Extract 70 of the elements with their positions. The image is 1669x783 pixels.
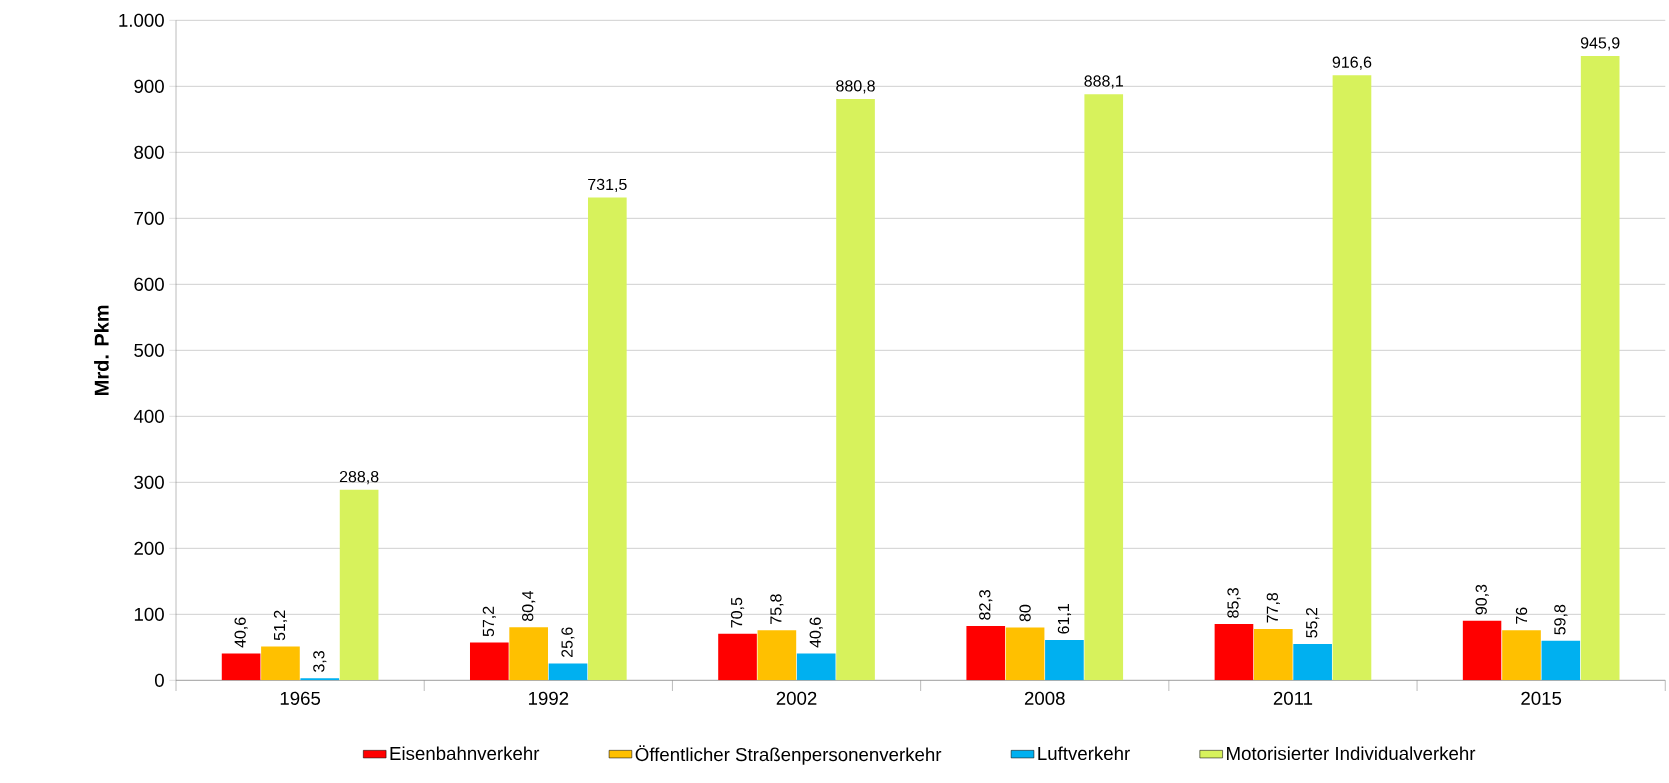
bar bbox=[757, 630, 797, 681]
legend-label: Öffentlicher Straßenpersonenverkehr bbox=[635, 745, 942, 765]
y-tick-label: 400 bbox=[133, 409, 164, 423]
data-label: 40,6 bbox=[234, 617, 248, 648]
data-label: 288,8 bbox=[339, 470, 379, 485]
bar bbox=[718, 633, 757, 681]
x-tick-label: 2008 bbox=[1024, 691, 1065, 705]
bar bbox=[548, 663, 588, 681]
data-label: 945,9 bbox=[1580, 37, 1620, 51]
data-label: 82,3 bbox=[979, 589, 993, 620]
bar bbox=[1293, 643, 1332, 681]
data-label: 888,1 bbox=[1084, 75, 1123, 89]
data-label: 61,1 bbox=[1057, 604, 1072, 634]
y-tick-label: 300 bbox=[134, 475, 164, 489]
x-tick-label: 1992 bbox=[528, 691, 569, 705]
data-label: 90,3 bbox=[1475, 584, 1489, 615]
bar bbox=[1541, 640, 1581, 681]
bar bbox=[1580, 56, 1620, 681]
data-label: 916,6 bbox=[1332, 56, 1372, 70]
legend-label: Luftverkehr bbox=[1038, 746, 1130, 761]
x-tick-label: 2015 bbox=[1521, 691, 1562, 705]
data-label: 80,4 bbox=[522, 591, 536, 621]
data-label: 75,8 bbox=[770, 594, 784, 624]
x-tick-label: 2002 bbox=[776, 691, 817, 705]
legend-label: Eisenbahnverkehr bbox=[390, 746, 540, 761]
y-tick-label: 700 bbox=[134, 211, 164, 225]
bar bbox=[1005, 627, 1045, 681]
bar bbox=[1502, 630, 1541, 681]
y-tick-label: 900 bbox=[134, 79, 164, 93]
data-label: 57,2 bbox=[482, 606, 496, 637]
bar bbox=[1462, 620, 1502, 681]
bar bbox=[221, 653, 261, 681]
bar bbox=[469, 642, 509, 681]
bar bbox=[796, 653, 836, 681]
bar bbox=[261, 646, 300, 681]
y-tick-label: 200 bbox=[134, 541, 164, 555]
data-label: 51,2 bbox=[273, 610, 288, 641]
legend-label: Motorisierter Individualverkehr bbox=[1227, 746, 1476, 761]
bar bbox=[1214, 624, 1254, 681]
bar bbox=[1332, 75, 1372, 681]
x-tick-label: 2011 bbox=[1273, 691, 1313, 705]
data-label: 80 bbox=[1019, 604, 1031, 622]
y-tick-label: 1.000 bbox=[119, 13, 164, 27]
x-tick-label: 1965 bbox=[280, 691, 321, 705]
y-tick-label: 0 bbox=[154, 673, 164, 687]
bar bbox=[966, 626, 1006, 681]
data-label: 59,8 bbox=[1554, 604, 1568, 635]
data-label: 3,3 bbox=[313, 651, 327, 672]
data-label: 55,2 bbox=[1306, 607, 1320, 638]
y-axis-title: Mrd. Pkm bbox=[94, 305, 109, 395]
data-label: 70,5 bbox=[730, 597, 745, 628]
data-label: 85,3 bbox=[1227, 588, 1241, 618]
bar bbox=[339, 489, 379, 681]
bar bbox=[836, 99, 875, 681]
data-label: 731,5 bbox=[588, 178, 627, 192]
bar bbox=[300, 678, 340, 681]
data-label: 40,6 bbox=[809, 617, 823, 648]
y-tick-label: 800 bbox=[134, 145, 164, 159]
bar bbox=[1045, 640, 1084, 681]
data-label: 25,6 bbox=[561, 627, 575, 658]
y-tick-label: 600 bbox=[134, 277, 164, 291]
bar bbox=[587, 197, 627, 681]
bar bbox=[509, 627, 548, 681]
bar bbox=[1084, 94, 1124, 681]
y-tick-label: 500 bbox=[134, 343, 164, 357]
bar bbox=[1253, 628, 1293, 681]
y-tick-label: 100 bbox=[134, 607, 164, 621]
data-label: 880,8 bbox=[836, 80, 875, 94]
data-label: 77,8 bbox=[1266, 592, 1280, 623]
data-label: 76 bbox=[1515, 607, 1528, 624]
